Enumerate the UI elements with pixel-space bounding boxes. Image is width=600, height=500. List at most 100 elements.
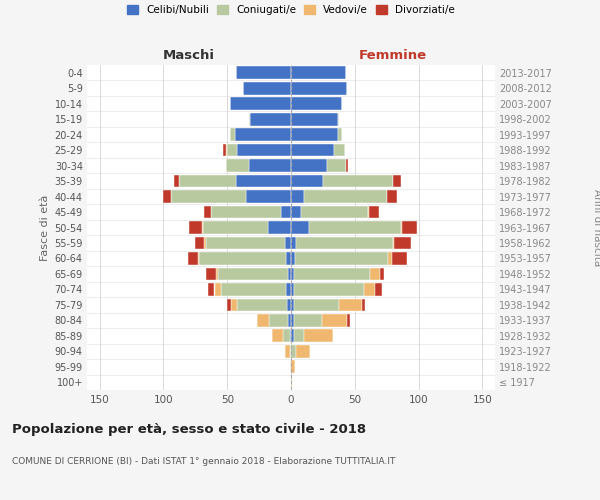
Bar	[196, 236, 205, 250]
Bar	[290, 330, 291, 342]
Bar	[291, 159, 327, 172]
Bar	[272, 330, 283, 342]
Bar	[401, 221, 402, 234]
Bar	[347, 314, 350, 326]
Bar	[218, 268, 289, 280]
Bar	[249, 159, 291, 172]
Bar	[375, 283, 382, 296]
Text: Maschi: Maschi	[163, 49, 215, 62]
Bar	[334, 144, 344, 156]
Bar	[291, 190, 304, 203]
Bar	[226, 159, 249, 172]
Y-axis label: Fasce di età: Fasce di età	[40, 194, 50, 260]
Bar	[291, 174, 323, 188]
Bar	[284, 345, 290, 358]
Bar	[368, 206, 369, 218]
Bar	[322, 314, 347, 326]
Bar	[291, 298, 293, 311]
Bar	[327, 159, 346, 172]
Bar	[304, 330, 333, 342]
Bar	[203, 221, 268, 234]
Bar	[227, 144, 238, 156]
Bar	[340, 298, 362, 311]
Bar	[293, 268, 370, 280]
Bar	[291, 268, 293, 280]
Bar	[216, 268, 218, 280]
Bar	[238, 298, 287, 311]
Bar	[286, 283, 291, 296]
Bar	[206, 236, 284, 250]
Bar	[249, 113, 250, 126]
Bar	[205, 236, 206, 250]
Bar	[208, 283, 215, 296]
Bar	[293, 330, 304, 342]
Bar	[202, 221, 203, 234]
Bar	[281, 206, 291, 218]
Bar	[230, 98, 291, 110]
Bar	[284, 236, 291, 250]
Bar	[362, 298, 365, 311]
Bar	[291, 82, 347, 94]
Bar	[346, 159, 349, 172]
Bar	[215, 283, 221, 296]
Bar	[290, 345, 291, 358]
Bar	[295, 252, 388, 265]
Bar	[171, 190, 247, 203]
Bar	[388, 252, 392, 265]
Bar	[289, 314, 291, 326]
Bar	[188, 252, 198, 265]
Bar	[211, 206, 281, 218]
Bar	[304, 190, 386, 203]
Bar	[227, 298, 231, 311]
Bar	[301, 206, 368, 218]
Bar	[238, 144, 291, 156]
Bar	[231, 298, 238, 311]
Bar	[221, 283, 286, 296]
Bar	[250, 113, 291, 126]
Bar	[291, 345, 296, 358]
Bar	[291, 206, 301, 218]
Bar	[199, 252, 286, 265]
Bar	[402, 221, 417, 234]
Bar	[291, 252, 295, 265]
Bar	[369, 206, 379, 218]
Bar	[291, 283, 293, 296]
Bar	[269, 314, 289, 326]
Text: Anni di nascita: Anni di nascita	[592, 189, 600, 266]
Bar	[242, 82, 291, 94]
Text: Femmine: Femmine	[359, 49, 427, 62]
Bar	[257, 314, 269, 326]
Bar	[291, 66, 346, 79]
Bar	[293, 314, 322, 326]
Bar	[309, 221, 401, 234]
Bar	[293, 298, 340, 311]
Bar	[291, 144, 334, 156]
Bar	[206, 268, 216, 280]
Bar	[338, 113, 340, 126]
Bar	[179, 174, 236, 188]
Bar	[283, 330, 290, 342]
Bar	[286, 252, 291, 265]
Bar	[236, 66, 291, 79]
Text: COMUNE DI CERRIONE (BI) - Dati ISTAT 1° gennaio 2018 - Elaborazione TUTTITALIA.I: COMUNE DI CERRIONE (BI) - Dati ISTAT 1° …	[12, 458, 395, 466]
Bar	[289, 268, 291, 280]
Bar	[174, 174, 179, 188]
Legend: Celibi/Nubili, Coniugati/e, Vedovi/e, Divorziati/e: Celibi/Nubili, Coniugati/e, Vedovi/e, Di…	[127, 5, 455, 15]
Text: Popolazione per età, sesso e stato civile - 2018: Popolazione per età, sesso e stato civil…	[12, 422, 366, 436]
Bar	[226, 144, 227, 156]
Bar	[198, 252, 199, 265]
Bar	[291, 221, 309, 234]
Bar	[230, 128, 235, 141]
Bar	[296, 236, 393, 250]
Bar	[380, 268, 384, 280]
Bar	[291, 113, 338, 126]
Bar	[394, 236, 411, 250]
Bar	[370, 268, 380, 280]
Bar	[290, 360, 291, 373]
Bar	[291, 360, 295, 373]
Bar	[393, 236, 394, 250]
Bar	[223, 144, 226, 156]
Bar	[247, 190, 291, 203]
Bar	[296, 345, 310, 358]
Bar	[386, 190, 397, 203]
